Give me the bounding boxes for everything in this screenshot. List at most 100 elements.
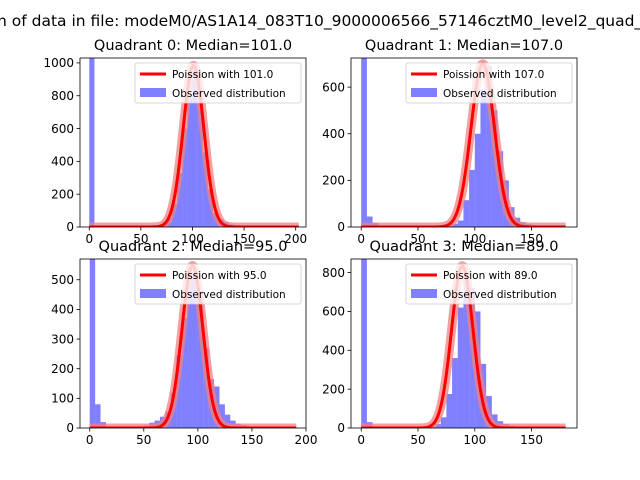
- legend-bar-label: Observed distribution: [172, 289, 286, 301]
- legend-bar-label: Observed distribution: [172, 88, 286, 100]
- histogram-bar: [446, 394, 453, 428]
- histogram-bar: [219, 404, 225, 428]
- histogram-bar: [480, 89, 487, 227]
- histogram-bar: [187, 266, 193, 428]
- legend-bar-swatch: [140, 88, 166, 97]
- y-tick-label: 600: [51, 122, 74, 136]
- y-tick-label: 800: [51, 89, 74, 103]
- histogram-bar: [187, 97, 193, 227]
- y-tick-label: 1000: [43, 56, 74, 70]
- axes-frame: [350, 258, 578, 429]
- histogram-bar: [192, 67, 198, 227]
- x-tick-label: 0: [357, 232, 365, 246]
- y-tick-label: 400: [51, 303, 74, 317]
- x-tick-label: 50: [410, 232, 425, 246]
- x-tick-label: 50: [133, 232, 148, 246]
- x-tick-label: 150: [233, 232, 256, 246]
- legend-line-label: Poission with 101.0: [172, 69, 273, 81]
- x-tick-label: 0: [357, 433, 365, 447]
- axes-frame: [79, 57, 307, 228]
- subplot-title: Quadrant 1: Median=107.0: [365, 38, 563, 54]
- histogram-bar: [463, 274, 470, 428]
- y-tick-label: 100: [51, 392, 74, 406]
- y-tick-label: 400: [51, 155, 74, 169]
- histogram-bar: [95, 404, 101, 428]
- y-tick-label: 300: [51, 332, 74, 346]
- legend-bar-swatch: [140, 289, 166, 298]
- histogram-bar: [457, 220, 464, 227]
- y-tick-label: 600: [322, 305, 345, 319]
- histogram-bar: [452, 223, 458, 227]
- histogram-bar: [89, 259, 96, 428]
- subplot-title: Quadrant 3: Median=89.0: [370, 239, 559, 255]
- legend-bar-swatch: [411, 88, 437, 97]
- histogram-bar: [452, 358, 458, 428]
- subplot-quadrant-2: 0 50 100 150 200 0 100 200 300 400 500 Quadrant 2: …: [51, 239, 317, 447]
- x-tick-label: 200: [295, 433, 318, 447]
- histogram-bar: [435, 424, 441, 428]
- x-tick-label: 150: [520, 232, 543, 246]
- y-tick-label: 0: [337, 220, 345, 234]
- y-tick-label: 600: [322, 80, 345, 94]
- histogram-bar: [181, 318, 188, 428]
- legend: Poission with 95.0 Observed distribution: [134, 263, 302, 305]
- y-tick-label: 200: [322, 174, 345, 188]
- histogram-bar: [197, 291, 204, 428]
- x-tick-label: 100: [181, 232, 204, 246]
- legend-box: [134, 62, 302, 104]
- x-tick-label: 150: [240, 433, 263, 447]
- x-tick-label: 0: [86, 433, 94, 447]
- x-tick-label: 150: [520, 433, 543, 447]
- histogram-bar: [457, 307, 464, 428]
- histogram-bar: [440, 417, 447, 428]
- legend: Poission with 101.0 Observed distribution: [134, 62, 302, 104]
- histogram-bar: [197, 101, 203, 227]
- y-tick-label: 800: [322, 266, 345, 280]
- histogram-bar: [469, 169, 475, 227]
- x-tick-label: 50: [410, 433, 425, 447]
- histogram-bar: [177, 172, 183, 227]
- histogram-bar: [366, 216, 373, 227]
- histogram-bar: [474, 133, 481, 227]
- x-tick-label: 0: [85, 232, 93, 246]
- subplot-quadrant-1: 0 50 100 150 0 200 400 600 Quadrant 1: Median=10…: [322, 38, 578, 246]
- histogram-bar: [361, 58, 367, 227]
- figure-title: Histogram of data in file: modeM0/AS1A14…: [0, 12, 640, 31]
- legend-bar-swatch: [411, 289, 437, 298]
- axes-frame: [79, 258, 307, 429]
- subplot-quadrant-0: 0 50 100 150 200 0 200 400 600 800 1000 Quadrant 0:…: [43, 38, 307, 246]
- subplot-title: Quadrant 0: Median=101.0: [94, 38, 292, 54]
- subplot-quadrant-3: 0 50 100 150 0 200 400 600 800 Quadrant 3: Median…: [322, 239, 578, 447]
- subplot-title: Quadrant 2: Median=95.0: [99, 239, 288, 255]
- legend: Poission with 107.0 Observed distribution: [405, 62, 573, 104]
- y-tick-label: 200: [51, 362, 74, 376]
- y-tick-label: 200: [322, 382, 345, 396]
- y-tick-label: 500: [51, 273, 74, 287]
- histogram-bar: [202, 152, 208, 227]
- histogram-bar: [486, 66, 492, 227]
- x-tick-label: 100: [186, 433, 209, 447]
- y-tick-label: 0: [66, 220, 74, 234]
- legend-box: [405, 62, 573, 104]
- axes-frame: [350, 57, 578, 228]
- histogram-bar: [491, 110, 498, 227]
- y-tick-label: 400: [322, 343, 345, 357]
- legend-box: [134, 263, 302, 305]
- y-tick-label: 400: [322, 127, 345, 141]
- x-tick-label: 100: [463, 232, 486, 246]
- histogram-bar: [182, 128, 188, 227]
- y-tick-label: 0: [66, 421, 74, 435]
- x-tick-label: 200: [284, 232, 307, 246]
- histogram-bar: [89, 58, 95, 227]
- legend: Poission with 89.0 Observed distribution: [405, 263, 573, 305]
- x-tick-label: 100: [463, 433, 486, 447]
- legend-bar-label: Observed distribution: [443, 88, 557, 100]
- legend-line-label: Poission with 89.0: [443, 270, 538, 282]
- histogram-bar: [463, 200, 470, 227]
- histogram-bar: [192, 272, 198, 428]
- y-tick-label: 0: [337, 421, 345, 435]
- legend-line-label: Poission with 95.0: [172, 270, 267, 282]
- legend-bar-label: Observed distribution: [443, 289, 557, 301]
- histogram-bar: [361, 259, 367, 428]
